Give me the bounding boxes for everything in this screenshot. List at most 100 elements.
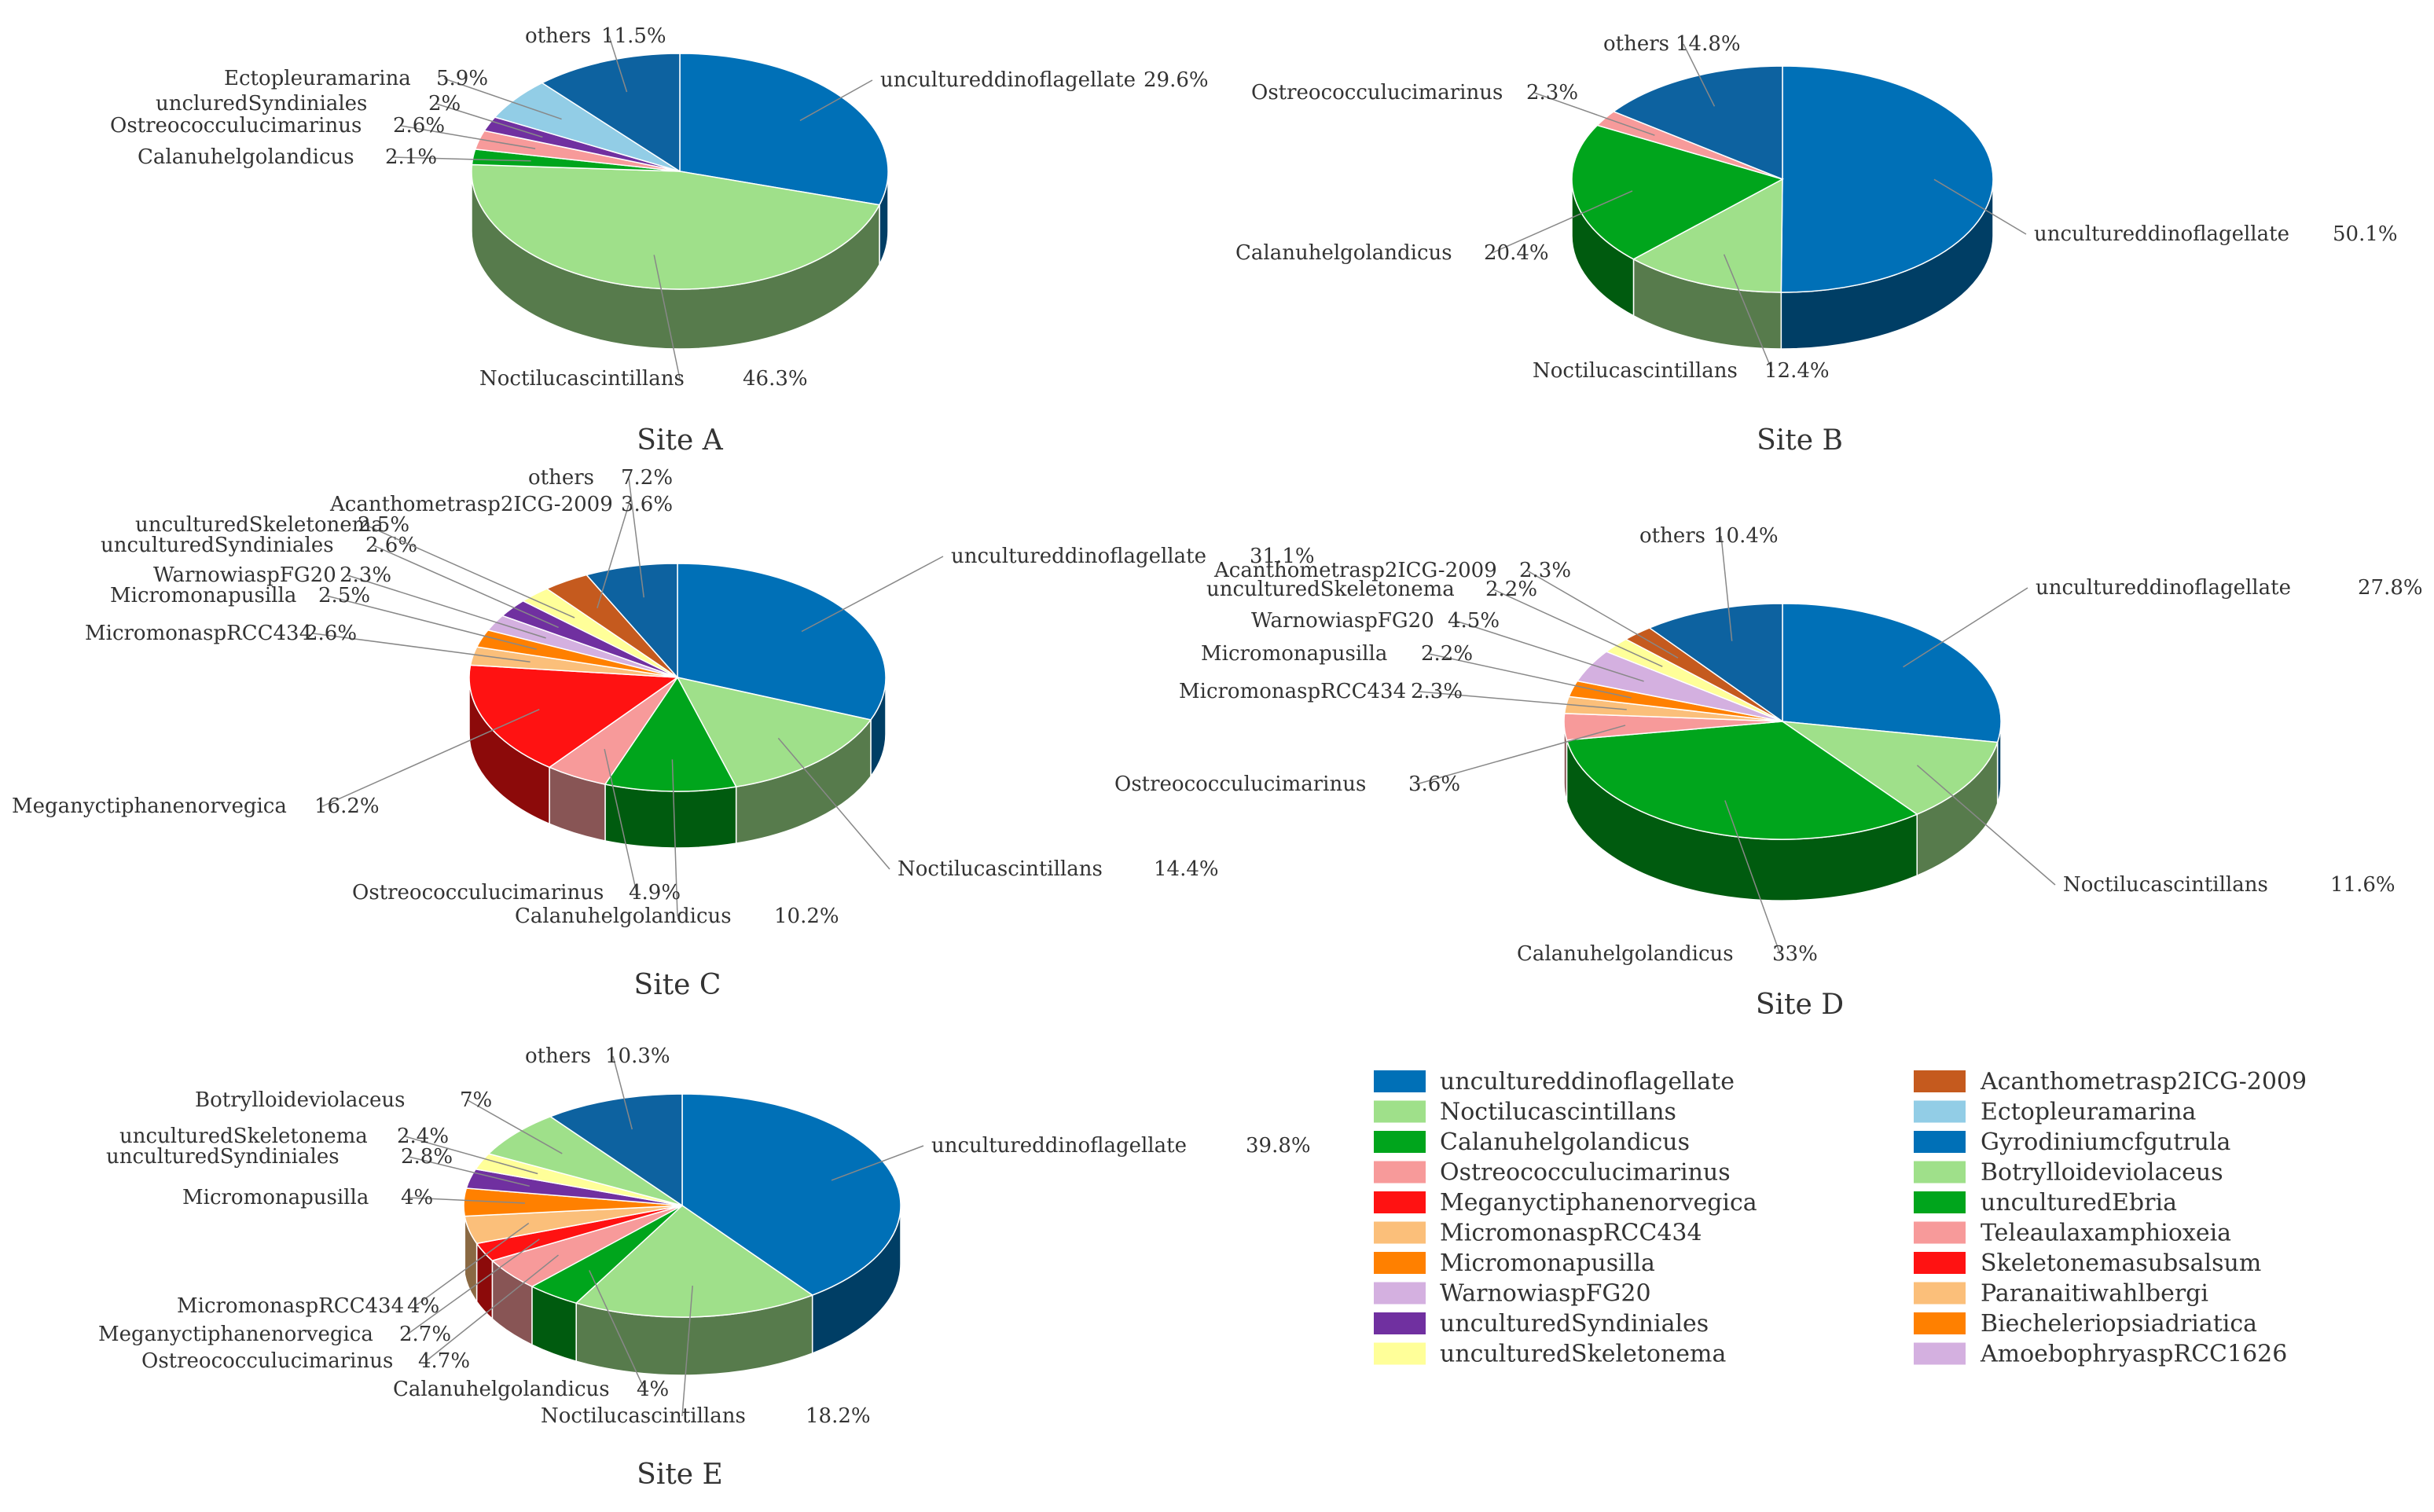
slice-label: Calanuhelgolandicus: [1235, 241, 1452, 265]
legend-entry: Skeletonemasubsalsum: [1981, 1250, 2261, 1277]
pie-slice: [471, 163, 881, 290]
slice-percent: 33%: [1772, 942, 1818, 966]
slice-label: WarnowiaspFG20: [1251, 609, 1434, 633]
leader-line: [1683, 43, 1716, 107]
leader-line: [671, 759, 678, 917]
leader-line: [597, 504, 630, 609]
leader-line: [1418, 691, 1627, 710]
leader-line: [373, 545, 559, 629]
legend-swatch: [1374, 1342, 1426, 1365]
leader-line: [801, 556, 944, 633]
slice-percent: 7%: [460, 1088, 492, 1112]
slice-label: Meganyctiphanenorvegica: [98, 1323, 373, 1346]
legend-entry: AmoebophryaspRCC1626: [1980, 1341, 2287, 1368]
legend-entry: Acanthometrasp2ICG-2009: [1980, 1068, 2307, 1095]
slice-label: others: [528, 466, 594, 490]
legend-swatch: [1374, 1070, 1426, 1092]
slice-percent: 31.1%: [1250, 545, 1315, 568]
slice-percent: 4%: [407, 1294, 439, 1318]
slice-label: unculturedSkeletonema: [135, 513, 384, 537]
chart-title: Site B: [1757, 424, 1843, 457]
slice-label: unculturedSkeletonema: [1206, 578, 1455, 601]
slice-label: uncultureddinoflagellate: [2036, 576, 2291, 600]
slice-percent: 4.7%: [418, 1349, 470, 1373]
slice-label: others: [1603, 32, 1669, 56]
pie-slice: [677, 563, 887, 721]
slice-label: MicromonaspRCC434: [1179, 680, 1406, 703]
pie-slice: [1782, 603, 2002, 743]
pie-slice: [468, 664, 680, 769]
pie-chart-e: uncultureddinoflagellate 39.8% Noctilucasc…: [98, 1044, 1311, 1491]
pie-slice: [549, 1093, 683, 1207]
slice-label: Noctilucascintillans: [479, 367, 685, 391]
pie-chart-c: uncultureddinoflagellate 31.1% Noctilucasc…: [12, 466, 1315, 1001]
pie-labels: uncultureddinoflagellate 31.1% Noctilucasc…: [12, 466, 1315, 928]
leader-line: [1723, 254, 1773, 372]
pie-slice: [1571, 124, 1784, 260]
slice-percent: 50.1%: [2333, 222, 2398, 246]
slice-label: Noctilucascintillans: [898, 857, 1103, 881]
slice-percent: 2.2%: [1421, 642, 1473, 666]
slice-label: Micromonapusilla: [1201, 642, 1387, 666]
leader-line: [1916, 765, 2056, 886]
legend-entry: Paranaitiwahlbergi: [1981, 1280, 2208, 1308]
legend-swatch: [1914, 1131, 1966, 1153]
leader-line: [392, 156, 531, 162]
leader-line: [831, 1145, 924, 1181]
slice-percent: 11.6%: [2330, 873, 2395, 897]
legend-swatch: [1914, 1252, 1966, 1274]
pie-chart-d: uncultureddinoflagellate 27.8% Noctilucasc…: [1114, 524, 2423, 1021]
legend-entry: unculturedSyndiniales: [1440, 1310, 1709, 1338]
pie-chart-a: uncultureddinoflagellate 29.6% Noctilucasc…: [110, 24, 1209, 457]
pie-labels: uncultureddinoflagellate 50.1% Noctilucasc…: [1235, 32, 2398, 383]
slice-label: Ectopleuramarina: [224, 67, 411, 90]
pie-slice: [575, 1205, 814, 1318]
slice-percent: 14.4%: [1154, 857, 1219, 881]
chart-title: Site C: [634, 969, 721, 1001]
legend-swatch: [1914, 1070, 1966, 1092]
leader-line: [404, 1136, 538, 1175]
pie-depth: [463, 1205, 901, 1376]
slice-label: Noctilucascintillans: [541, 1404, 746, 1428]
slice-percent: 4.5%: [1448, 609, 1500, 633]
legend-swatch: [1374, 1100, 1426, 1123]
slice-percent: 2.6%: [305, 622, 357, 645]
slice-label: uncultureddinoflagellate: [951, 545, 1206, 568]
slice-label: unculturedSyndiniales: [106, 1145, 340, 1169]
slice-percent: 2.3%: [1519, 559, 1571, 582]
slice-percent: 3.6%: [621, 493, 673, 516]
legend-entry: WarnowiaspFG20: [1440, 1280, 1651, 1308]
pie-slice: [1780, 720, 1999, 816]
leader-line: [443, 78, 562, 120]
slice-percent: 5.9%: [436, 67, 488, 90]
slice-percent: 10.3%: [605, 1044, 670, 1068]
leader-line: [1933, 178, 2027, 235]
slice-label: Calanuhelgolandicus: [393, 1378, 610, 1401]
pie-slice: [1780, 65, 1994, 293]
legend-entry: Micromonapusilla: [1440, 1250, 1655, 1277]
chart-title: Site A: [637, 424, 723, 457]
slice-percent: 2.6%: [365, 534, 417, 557]
slice-percent: 20.4%: [1484, 241, 1549, 265]
slice-percent: 4%: [637, 1378, 669, 1401]
slice-percent: 27.8%: [2358, 576, 2423, 600]
slice-percent: 2.3%: [1526, 81, 1578, 105]
slice-percent: 2.6%: [393, 114, 445, 138]
slice-percent: 39.8%: [1246, 1134, 1311, 1158]
slice-label: Acanthometrasp2ICG-2009: [329, 493, 613, 516]
slice-percent: 10.4%: [1713, 524, 1779, 548]
slice-label: Calanuhelgolandicus: [515, 905, 732, 928]
legend-swatch: [1374, 1252, 1426, 1274]
slice-percent: 2.8%: [401, 1145, 453, 1169]
slice-percent: 2.3%: [1411, 680, 1463, 703]
legend-entry: Gyrodiniumcfgutrula: [1981, 1128, 2231, 1156]
legend-swatch: [1374, 1131, 1426, 1153]
leader-line: [681, 1285, 693, 1417]
slice-percent: 16.2%: [314, 795, 380, 818]
legend-entry: unculturedEbria: [1981, 1189, 2177, 1217]
pie-labels: uncultureddinoflagellate 27.8% Noctilucasc…: [1114, 524, 2423, 966]
slice-label: Ostreococculucimarinus: [1251, 81, 1503, 105]
leader-line: [406, 1239, 540, 1335]
leader-line: [1415, 725, 1626, 785]
